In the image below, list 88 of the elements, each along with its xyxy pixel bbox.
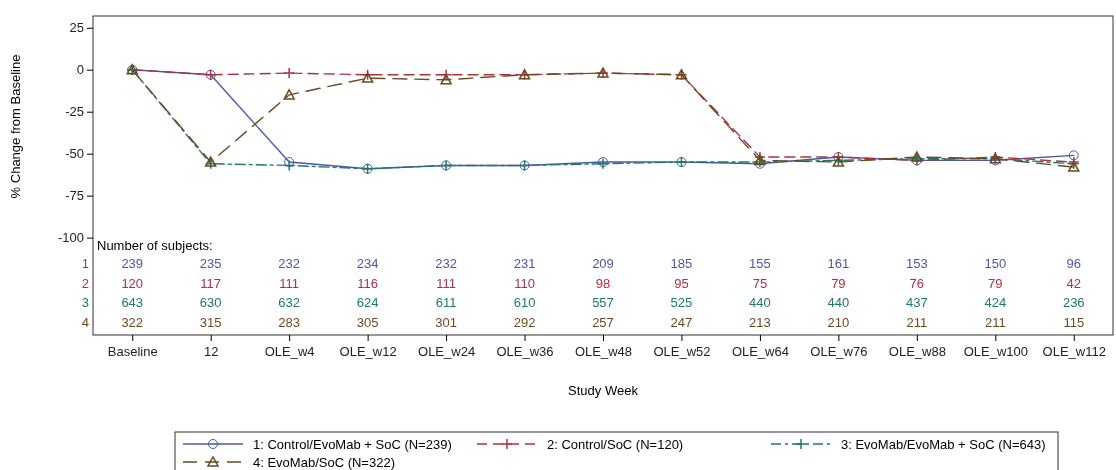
- annotation: 322: [121, 314, 144, 330]
- text: 3: [81, 295, 89, 310]
- annotation: 440: [749, 295, 771, 310]
- annotation: 525: [670, 295, 693, 310]
- annotation: 111: [279, 275, 300, 291]
- annotation: 211: [906, 314, 928, 330]
- annotation: 424: [984, 295, 1007, 310]
- annotation: 76: [909, 275, 925, 291]
- annotation: 111: [436, 275, 456, 291]
- annotation: 611: [435, 295, 457, 310]
- annotation: 150: [984, 256, 1007, 271]
- annotation: 247: [670, 314, 693, 330]
- annotation: 155: [749, 256, 771, 271]
- point: [283, 159, 295, 172]
- annotation: 79: [831, 275, 846, 291]
- x-tick-label: OLE_w36: [496, 343, 554, 359]
- annotation: 232: [435, 256, 457, 271]
- x-tick-label: OLE_w48: [574, 343, 633, 359]
- annotation: 440: [827, 295, 850, 310]
- x-tick-label: OLE_w100: [963, 343, 1028, 359]
- annotation: 235: [199, 256, 222, 271]
- annotation: 643: [121, 295, 144, 310]
- annotation: 437: [905, 295, 928, 310]
- x-tick-label: OLE_w52: [653, 343, 711, 359]
- annotation: 283: [278, 314, 301, 330]
- annotation: 630: [199, 295, 222, 310]
- point: [284, 157, 295, 168]
- text: 2: [81, 275, 89, 291]
- point: [1068, 150, 1079, 161]
- annotation: 95: [674, 275, 689, 291]
- y-tick-label: -100: [57, 230, 84, 246]
- legend-label: 1: Control/EvoMab + SoC (N=239): [253, 436, 452, 452]
- y-tick-label: -50: [65, 146, 84, 162]
- annotation: 185: [670, 256, 693, 271]
- annotation: 292: [513, 314, 536, 330]
- x-tick-label: OLE_w76: [810, 343, 868, 359]
- point: [440, 74, 452, 85]
- point: [283, 89, 295, 100]
- annotation: 239: [121, 256, 144, 271]
- annotation: 161: [827, 256, 850, 271]
- x-tick-label: OLE_w24: [418, 343, 476, 359]
- annotation: 632: [278, 295, 301, 310]
- x-tick-label: Baseline: [107, 343, 158, 359]
- annotation: 234: [356, 256, 379, 271]
- annotation: 110: [514, 275, 535, 291]
- x-tick-label: OLE_w64: [731, 343, 789, 359]
- annotation: 232: [278, 256, 301, 271]
- legend-label: 4: EvoMab/SoC (N=322): [253, 454, 395, 470]
- annotation: 98: [595, 275, 611, 291]
- annotation: 116: [357, 275, 378, 291]
- annotation: 153: [905, 256, 928, 271]
- annotation: 610: [513, 295, 536, 310]
- annotation: 301: [435, 314, 457, 330]
- annotation: 315: [199, 314, 222, 330]
- y-tick-label: 25: [69, 20, 84, 36]
- y-tick-label: -75: [65, 188, 84, 204]
- annotation: 231: [513, 256, 536, 271]
- annotation: 213: [749, 314, 771, 330]
- x-tick-label: OLE_w4: [264, 343, 315, 359]
- annotation: 115: [1063, 314, 1085, 330]
- y-tick-label: -25: [65, 104, 84, 120]
- annotation: 120: [121, 275, 144, 291]
- annotation: 75: [752, 275, 768, 291]
- legend-label: 2: Control/SoC (N=120): [547, 436, 684, 452]
- x-tick-label: OLE_w88: [888, 343, 946, 359]
- annotation: 210: [827, 314, 850, 330]
- x-tick-label: OLE_w12: [339, 343, 397, 359]
- text: 4: [81, 314, 89, 330]
- annotation: 624: [356, 295, 379, 310]
- annotation: 305: [356, 314, 379, 330]
- annotation: 257: [592, 314, 614, 330]
- annotation: 117: [200, 275, 222, 291]
- y-axis-title: % Change from Baseline: [8, 54, 23, 199]
- legend-label: 3: EvoMab/EvoMab + SoC (N=643): [841, 436, 1046, 452]
- point: [283, 67, 295, 79]
- x-axis-title: Study Week: [568, 383, 639, 398]
- annotation: 42: [1066, 275, 1081, 291]
- annotation: 236: [1062, 295, 1085, 310]
- annotation: 557: [592, 295, 614, 310]
- annotation: 96: [1066, 256, 1081, 271]
- annotation: 211: [984, 314, 1006, 330]
- y-tick-label: 0: [76, 62, 84, 78]
- annotation: Number of subjects:: [97, 238, 213, 253]
- x-tick-label: 12: [203, 343, 219, 359]
- annotation: 209: [592, 256, 614, 271]
- x-tick-label: OLE_w112: [1042, 343, 1106, 359]
- text: 1: [81, 256, 89, 271]
- annotation: 79: [988, 275, 1003, 291]
